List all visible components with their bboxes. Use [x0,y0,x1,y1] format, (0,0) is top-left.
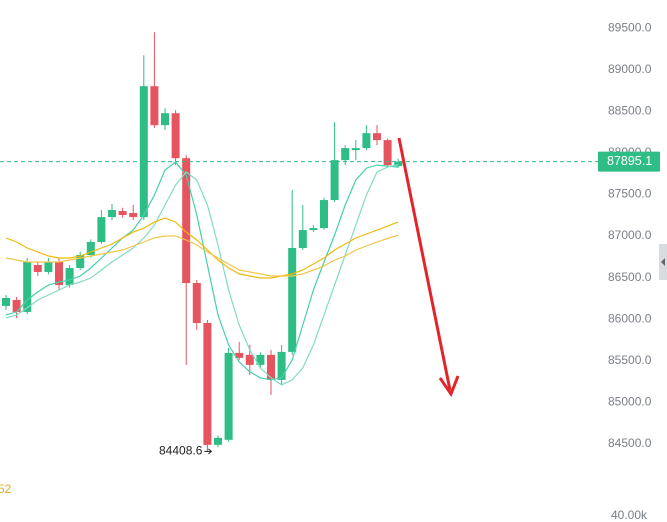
candle-body [65,267,74,285]
candle-body [288,248,297,352]
candle-body [86,242,95,255]
volume-tick-label: 40.00k [611,508,648,522]
legend-fragment: 52 [0,482,12,496]
candle-body [383,140,392,166]
candle-body [182,158,191,283]
last-price-label: 87895.1 [607,154,652,168]
candle-body [150,86,159,126]
ma-line [5,217,399,279]
candle-body [203,322,212,445]
candle-body [44,261,53,272]
candle-body [118,211,127,216]
candle-body [235,352,244,358]
ma-line [5,234,399,277]
candle-body [108,210,116,218]
candle-body [298,230,307,249]
candle-body [341,148,350,161]
candle-body [320,200,328,229]
ma-line [5,161,399,381]
candle-body [76,254,85,268]
y-tick-label: 85000.0 [608,394,652,408]
candle-body [23,261,32,312]
candle-body [256,354,265,365]
candle-body [139,86,148,218]
candle-body [129,213,138,218]
candle-body [33,264,42,272]
y-tick-label: 88500.0 [608,104,652,118]
candle-body [351,148,360,151]
ma-line [5,164,399,386]
y-tick-label: 84500.0 [608,436,652,450]
candle-body [362,133,371,149]
low-label: 84408.6 [159,444,203,458]
candle-body [245,354,254,365]
side-tab-icon [661,258,665,266]
candle-body [2,297,10,306]
candle-body [373,133,381,141]
candle-body [214,437,222,445]
low-arrow-head [208,448,213,455]
trend-arrow [397,137,452,391]
candle-body [171,113,180,159]
candle-body [161,113,169,126]
y-tick-label: 89000.0 [608,62,652,76]
candle-body [277,351,286,380]
y-tick-label: 85500.0 [608,353,652,367]
candle-body [192,282,201,323]
last-price-box [598,151,660,172]
y-tick-label: 86500.0 [608,270,652,284]
candle-body [394,161,403,167]
trend-arrow-head [438,375,460,398]
candle-body [55,261,63,285]
candle-body [12,299,21,312]
overlay [397,137,667,398]
candle-body [97,217,106,243]
y-tick-label: 89500.0 [608,20,652,34]
y-tick-label: 86000.0 [608,311,652,325]
candle-body [309,228,318,231]
candle-body [267,354,275,380]
candle-body [330,160,339,201]
y-tick-label: 87500.0 [608,187,652,201]
plot-area: 89500.089000.088500.088000.087500.087000… [0,20,660,522]
candle-body [224,352,233,440]
y-tick-label: 87000.0 [608,228,652,242]
